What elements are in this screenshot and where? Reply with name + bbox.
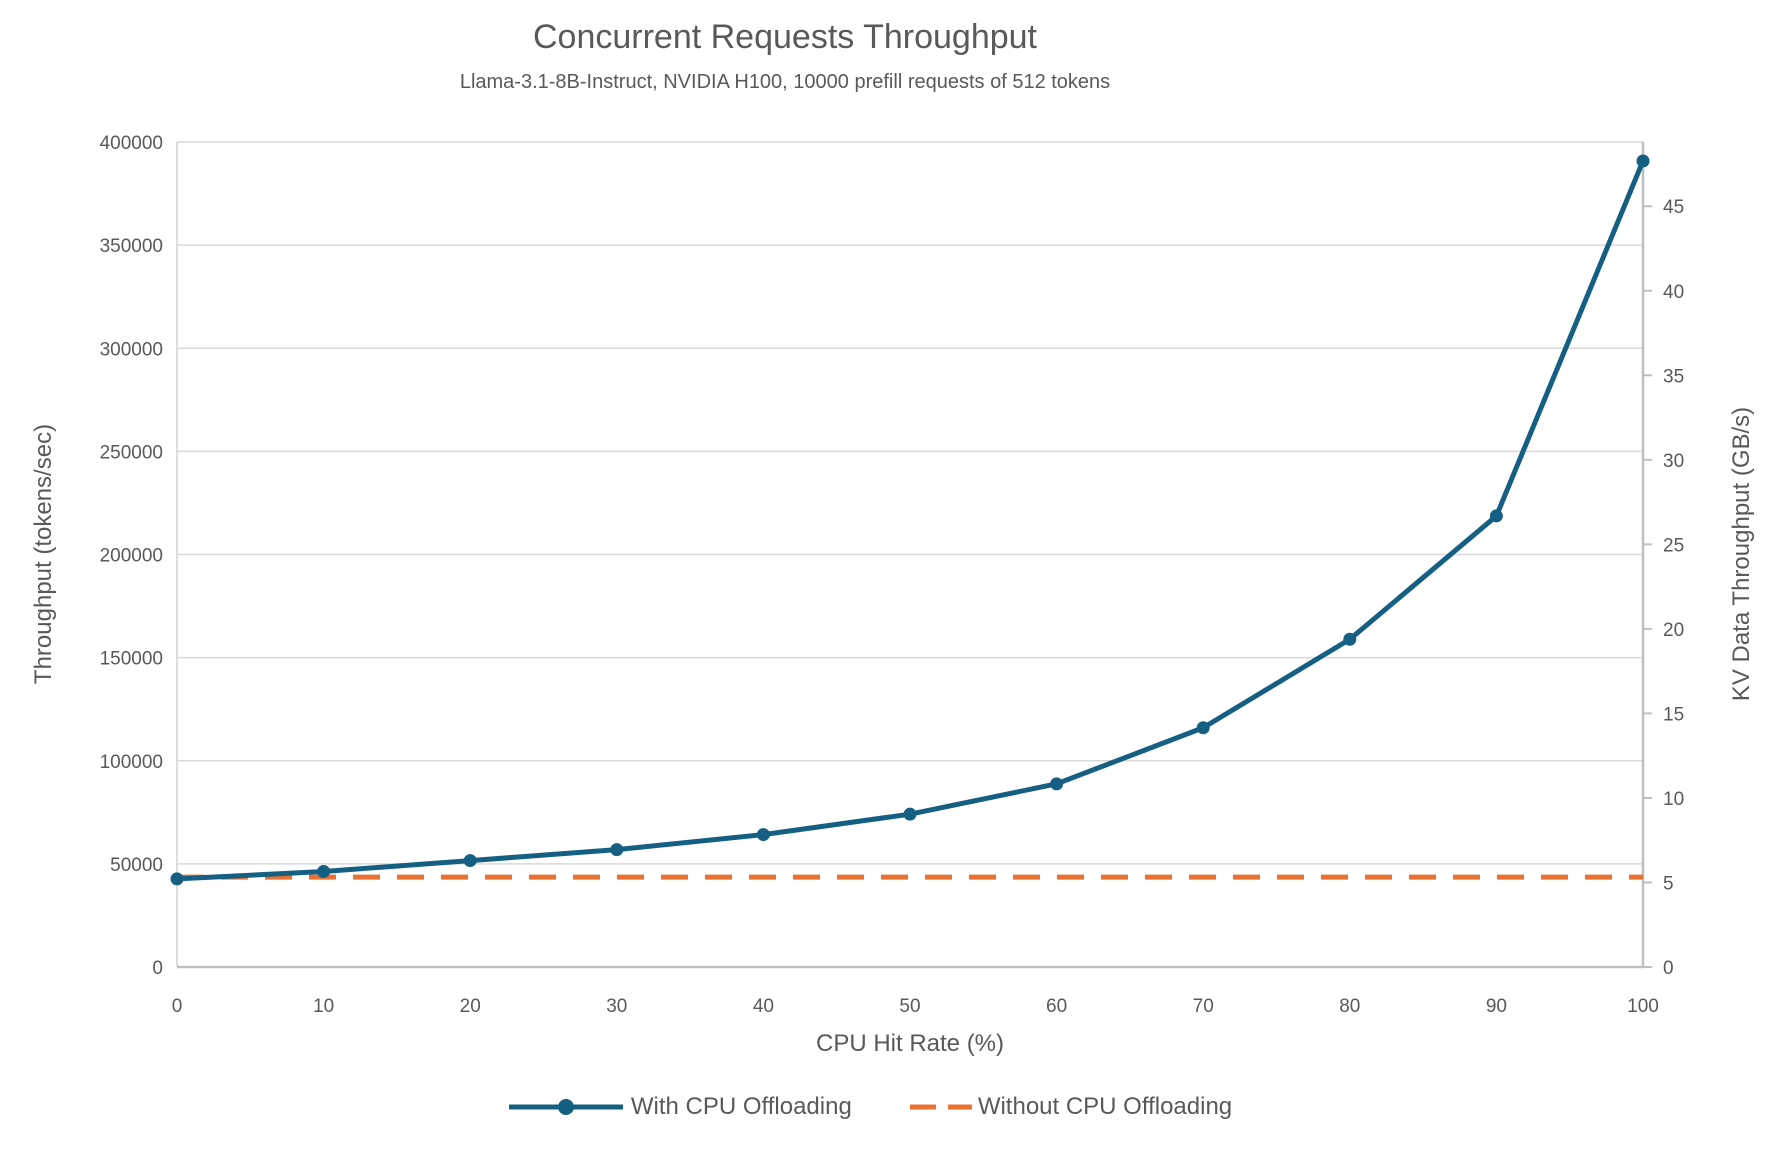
- right-axis-tick-label: 0: [1663, 958, 1674, 979]
- chart-subtitle: Llama-3.1-8B-Instruct, NVIDIA H100, 1000…: [459, 71, 1111, 93]
- right-axis-tick-label: 10: [1663, 789, 1684, 810]
- data-point-marker: [1196, 721, 1210, 735]
- data-point-marker: [317, 865, 331, 879]
- legend: With CPU Offloading Without CPU Offloadi…: [0, 1082, 1765, 1132]
- x-axis-tick-label: 90: [1486, 996, 1507, 1017]
- x-axis-tick-label: 80: [1339, 996, 1360, 1017]
- x-axis-title: CPU Hit Rate (%): [815, 1030, 1005, 1057]
- x-axis-tick-label: 100: [1627, 996, 1659, 1017]
- left-axis-tick-label: 400000: [100, 133, 163, 154]
- legend-item-with-cpu-offloading: With CPU Offloading: [507, 1093, 852, 1121]
- right-axis-tick-label: 5: [1663, 873, 1674, 894]
- left-y-axis-title: Throughput (tokens/sec): [30, 423, 57, 685]
- right-axis-tick-label: 30: [1663, 451, 1684, 472]
- left-axis-tick-label: 150000: [100, 649, 163, 670]
- series-line-with-cpu-offloading: [176, 160, 1646, 882]
- data-point-marker: [1050, 777, 1064, 791]
- right-axis-tick-label: 45: [1663, 197, 1684, 218]
- data-point-marker: [903, 807, 917, 821]
- x-axis-tick-label: 30: [606, 996, 627, 1017]
- x-axis-tick-label: 70: [1193, 996, 1214, 1017]
- right-axis-tick-label: 25: [1663, 535, 1684, 556]
- legend-item-without-cpu-offloading: Without CPU Offloading: [909, 1093, 1233, 1121]
- data-point-marker: [756, 828, 770, 842]
- right-y-axis-title: KV Data Throughput (GB/s): [1728, 406, 1755, 702]
- data-point-marker: [1343, 632, 1357, 646]
- right-axis-tick-label: 20: [1663, 620, 1684, 641]
- dashed-line-marker-icon: [909, 1104, 972, 1110]
- left-axis-tick-label: 0: [152, 958, 163, 979]
- data-point-marker: [1489, 509, 1503, 523]
- line-circle-marker-icon: [508, 1099, 623, 1115]
- left-axis-tick-label: 300000: [100, 339, 163, 360]
- x-axis-tick-label: 40: [753, 996, 774, 1017]
- x-axis-tick-label: 0: [172, 996, 183, 1017]
- left-axis-tick-label: 200000: [100, 546, 163, 567]
- left-axis-tick-label: 250000: [100, 442, 163, 463]
- x-axis-tick-label: 60: [1046, 996, 1067, 1017]
- legend-label: Without CPU Offloading: [977, 1093, 1233, 1120]
- left-axis-tick-label: 350000: [100, 236, 163, 257]
- right-axis-tick-label: 35: [1663, 366, 1684, 387]
- x-axis-tick-label: 50: [899, 996, 920, 1017]
- right-axis-tick-label: 40: [1663, 282, 1684, 303]
- right-axis-tick-label: 15: [1663, 704, 1684, 725]
- legend-label: With CPU Offloading: [630, 1093, 852, 1120]
- data-point-marker: [170, 872, 184, 886]
- left-axis-tick-label: 100000: [100, 752, 163, 773]
- data-point-marker: [610, 843, 624, 857]
- data-point-marker: [463, 854, 477, 868]
- x-axis-tick-label: 20: [460, 996, 481, 1017]
- data-point-marker: [1636, 154, 1650, 168]
- chart-title: Concurrent Requests Throughput: [532, 18, 1038, 56]
- left-axis-tick-label: 50000: [110, 855, 163, 876]
- x-axis-tick-label: 10: [313, 996, 334, 1017]
